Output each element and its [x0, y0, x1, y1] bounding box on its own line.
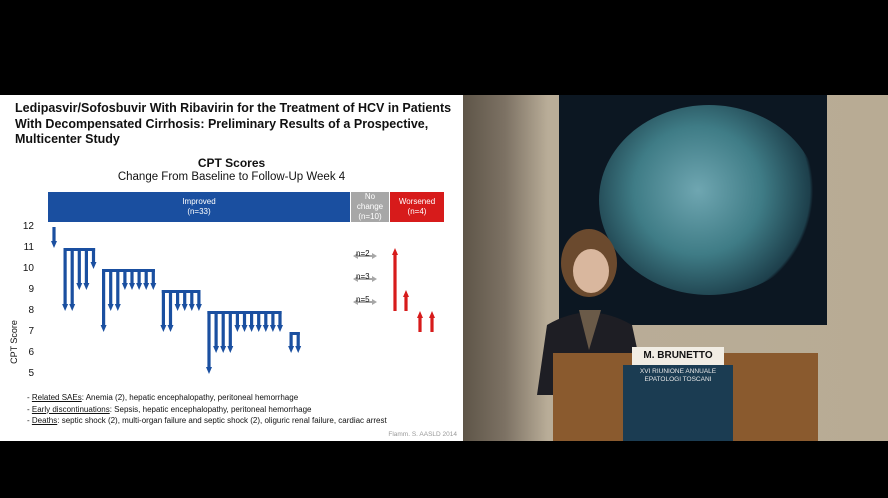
improved-arrow: [220, 311, 227, 353]
y-tick-label: 12: [22, 221, 34, 232]
no-change-arrow: [353, 299, 377, 305]
improved-arrow: [241, 311, 248, 332]
no-change-count-2: n=3: [356, 272, 370, 281]
worsened-arrow: [403, 290, 409, 311]
improved-band: Improved (n=33): [48, 192, 350, 222]
improved-arrow: [69, 248, 76, 311]
worsened-label: Worsened: [398, 197, 436, 206]
chart-subtitle: Change From Baseline to Follow-Up Week 4: [117, 171, 346, 183]
y-tick-label: 11: [23, 242, 34, 253]
arrow-group-bar: [161, 290, 201, 293]
no-change-label: No change: [356, 192, 384, 211]
worsened-arrow: [429, 311, 435, 332]
y-tick-label: 5: [28, 368, 34, 379]
note-row: - Related SAEs: Anemia (2), hepatic ence…: [27, 393, 299, 402]
improved-arrow: [295, 332, 302, 353]
improved-arrow: [181, 290, 188, 311]
y-tick-label: 10: [22, 263, 34, 274]
no-change-arrow: [353, 276, 377, 282]
worsened-arrow: [392, 248, 398, 311]
improved-arrow: [83, 248, 90, 290]
improved-arrow: [90, 248, 97, 269]
improved-arrow: [114, 269, 121, 311]
improved-arrow: [227, 311, 234, 353]
improved-arrow: [167, 290, 174, 332]
improved-arrow: [51, 227, 57, 248]
improved-arrow: [143, 269, 150, 290]
speaker-nameplate: M. BRUNETTO: [632, 347, 724, 365]
presentation-slide: Ledipasvir/Sofosbuvir With Ribavirin for…: [0, 95, 463, 441]
arrow-group-bar: [102, 269, 155, 272]
worsened-band: Worsened (n=4): [390, 192, 444, 222]
improved-arrow: [288, 332, 295, 353]
projection-screen: [559, 95, 827, 325]
improved-arrow: [269, 311, 276, 332]
no-change-count-3: n=5: [356, 295, 370, 304]
improved-arrow: [262, 311, 269, 332]
improved-count: (n=33): [187, 207, 211, 216]
no-change-band: No change (n=10): [351, 192, 389, 222]
chart-title: CPT Scores: [197, 156, 266, 170]
no-change-arrow: [353, 253, 377, 259]
citation: Flamm. S. AASLD 2014: [388, 431, 457, 438]
note-row: - Deaths: septic shock (2), multi-organ …: [27, 416, 387, 425]
improved-arrow: [206, 311, 212, 374]
safety-notes: - Related SAEs: Anemia (2), hepatic ence…: [27, 392, 387, 427]
arrow-group-bar: [289, 332, 300, 335]
improved-arrow: [136, 269, 143, 290]
y-tick-label: 7: [28, 326, 34, 337]
worsened-arrow: [417, 311, 423, 332]
no-change-count: (n=10): [358, 212, 382, 221]
y-tick-label: 6: [28, 347, 34, 358]
improved-arrow: [160, 290, 167, 332]
improved-arrow: [62, 248, 69, 311]
improved-arrow: [100, 269, 107, 332]
improved-arrow: [213, 311, 220, 353]
note-row: - Early discontinuations: Sepsis, hepati…: [27, 404, 312, 414]
improved-arrow: [121, 269, 128, 290]
no-change-count-1: n=2: [356, 249, 370, 258]
speaker-photo: M. BRUNETTO XVI RIUNIONE ANNUALE EPATOLO…: [463, 95, 888, 441]
improved-arrow: [277, 311, 283, 332]
improved-label: Improved: [182, 197, 216, 206]
improved-arrow: [150, 269, 157, 290]
y-tick-label: 8: [28, 305, 34, 316]
event-banner: XVI RIUNIONE ANNUALE EPATOLOGI TOSCANI: [623, 365, 733, 441]
improved-arrow: [76, 248, 83, 290]
improved-arrow: [174, 290, 181, 311]
improved-arrow: [107, 269, 114, 311]
worsened-count: (n=4): [407, 207, 427, 216]
improved-arrow: [248, 311, 255, 332]
improved-arrow: [129, 269, 135, 290]
improved-arrow: [188, 290, 195, 311]
y-tick-label: 9: [28, 284, 34, 295]
virus-illustration: [599, 105, 819, 295]
improved-arrow: [234, 311, 241, 332]
cpt-change-chart: [51, 227, 435, 374]
improved-arrow: [195, 290, 202, 311]
slide-title: Ledipasvir/Sofosbuvir With Ribavirin for…: [15, 101, 452, 146]
improved-arrow: [255, 311, 262, 332]
